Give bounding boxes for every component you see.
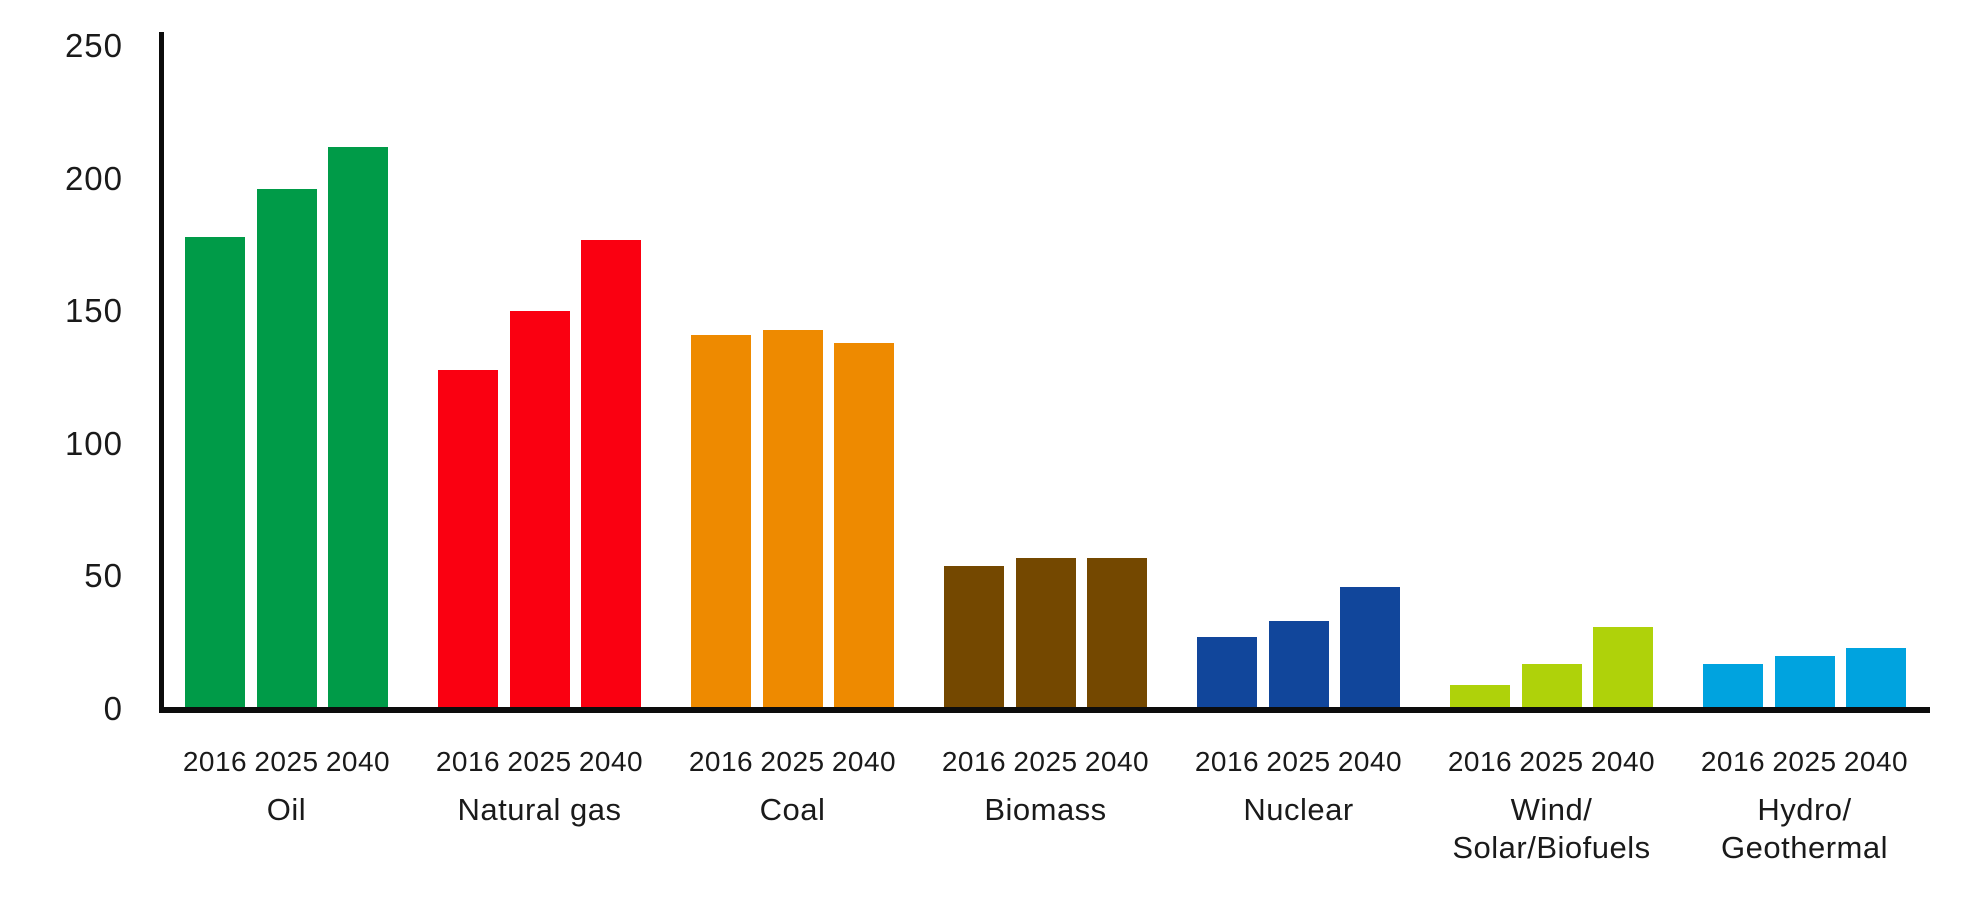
- year-label-wind-solar-biofuels-2016: 2016: [1447, 746, 1513, 777]
- category-label-hydro-geothermal: Hydro/ Geothermal: [1721, 792, 1888, 865]
- bar-natural-gas-2025: [509, 311, 570, 707]
- y-tick-label-100: 100: [64, 424, 123, 462]
- year-label-coal-2025: 2025: [760, 746, 825, 777]
- bar-biomass-2016: [944, 566, 1004, 707]
- y-tick-label-50: 50: [84, 557, 123, 595]
- category-label-coal: Coal: [759, 792, 826, 827]
- year-label-biomass-2016: 2016: [941, 746, 1007, 777]
- year-label-oil-2040: 2040: [325, 746, 391, 777]
- year-label-wind-solar-biofuels-2040: 2040: [1590, 746, 1656, 777]
- year-label-natural-gas-2016: 2016: [435, 746, 501, 777]
- bar-hydro-geothermal-2040: [1846, 648, 1906, 707]
- bar-coal-2025: [762, 330, 823, 707]
- y-tick-label-250: 250: [64, 27, 123, 64]
- bar-hydro-geothermal-2016: [1703, 664, 1763, 707]
- category-label-natural-gas: Natural gas: [457, 792, 622, 827]
- y-axis-line: [159, 32, 164, 713]
- year-label-natural-gas-2040: 2040: [578, 746, 644, 777]
- bar-nuclear-2025: [1268, 621, 1329, 707]
- bar-wind-solar-biofuels-2040: [1593, 627, 1653, 707]
- category-label-wind-solar-biofuels: Wind/ Solar/Biofuels: [1452, 792, 1651, 865]
- bar-coal-2040: [834, 343, 894, 707]
- year-label-nuclear-2016: 2016: [1194, 746, 1260, 777]
- x-axis-line: [159, 707, 1930, 713]
- year-label-oil-2016: 2016: [182, 746, 248, 777]
- category-label-biomass: Biomass: [984, 792, 1107, 827]
- year-label-nuclear-2025: 2025: [1266, 746, 1331, 777]
- year-label-nuclear-2040: 2040: [1337, 746, 1403, 777]
- year-label-natural-gas-2025: 2025: [507, 746, 572, 777]
- year-label-oil-2025: 2025: [254, 746, 319, 777]
- bar-biomass-2040: [1087, 558, 1147, 707]
- bar-nuclear-2016: [1197, 637, 1257, 707]
- bar-nuclear-2040: [1340, 587, 1400, 707]
- year-label-biomass-2040: 2040: [1084, 746, 1150, 777]
- bar-biomass-2025: [1015, 558, 1076, 707]
- year-label-hydro-geothermal-2025: 2025: [1772, 746, 1837, 777]
- bar-coal-2016: [691, 335, 751, 707]
- bar-oil-2025: [256, 189, 317, 707]
- category-label-nuclear: Nuclear: [1243, 792, 1354, 827]
- year-label-wind-solar-biofuels-2025: 2025: [1519, 746, 1584, 777]
- y-tick-label-150: 150: [64, 292, 123, 330]
- bar-wind-solar-biofuels-2025: [1521, 664, 1582, 707]
- year-label-coal-2016: 2016: [688, 746, 754, 777]
- bar-natural-gas-2016: [438, 370, 498, 707]
- year-label-coal-2040: 2040: [831, 746, 897, 777]
- bar-oil-2016: [185, 237, 245, 707]
- year-label-biomass-2025: 2025: [1013, 746, 1078, 777]
- bar-oil-2040: [328, 147, 388, 707]
- bar-hydro-geothermal-2025: [1774, 656, 1835, 707]
- bar-wind-solar-biofuels-2016: [1450, 685, 1510, 707]
- year-label-hydro-geothermal-2040: 2040: [1843, 746, 1909, 777]
- y-tick-label-0: 0: [103, 690, 123, 727]
- category-label-oil: Oil: [266, 792, 307, 827]
- year-label-hydro-geothermal-2016: 2016: [1700, 746, 1766, 777]
- y-tick-label-200: 200: [64, 159, 123, 197]
- bar-natural-gas-2040: [581, 240, 641, 707]
